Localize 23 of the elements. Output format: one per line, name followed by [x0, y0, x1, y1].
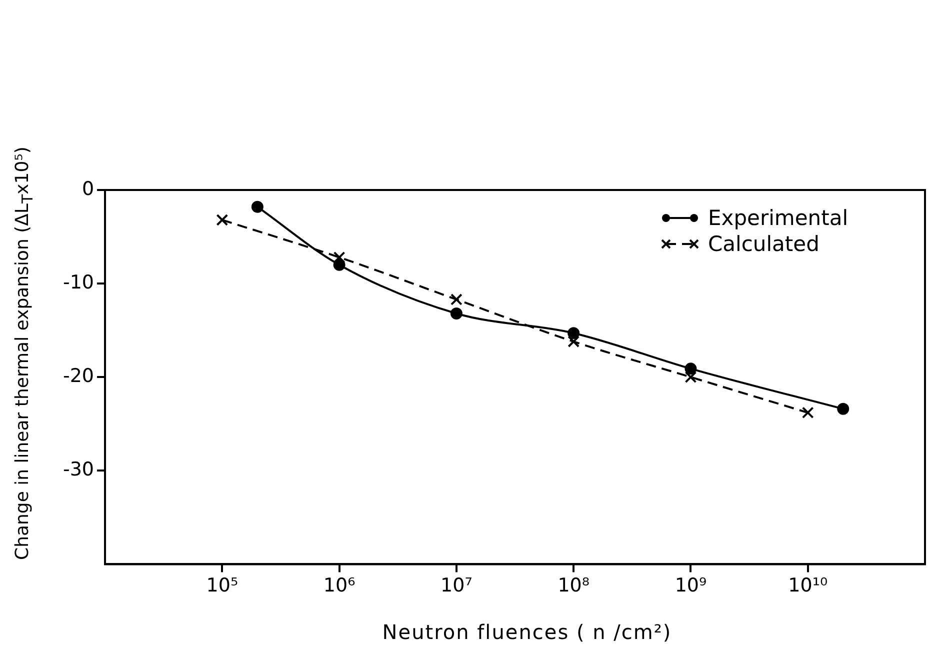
point	[802, 406, 814, 419]
x-axis-title: Neutron fluences ( n /cm²)	[381, 620, 673, 644]
y-tick-label: -10	[62, 271, 94, 294]
point	[216, 214, 228, 226]
x-tick-label: 10⁷	[440, 574, 472, 597]
legend-label: Experimental	[708, 205, 848, 231]
y-tick-label: -20	[62, 365, 94, 388]
x-tick-label: 10⁶	[323, 574, 356, 597]
y-tick-label: -30	[62, 458, 94, 481]
point	[684, 371, 697, 384]
point	[333, 251, 346, 264]
x-tick-label: 10⁵	[206, 574, 238, 597]
point	[568, 327, 580, 340]
point	[684, 362, 697, 375]
x-tick-label: 10⁸	[558, 574, 590, 597]
legend-label: Calculated	[708, 231, 820, 257]
point	[450, 294, 462, 306]
point	[568, 336, 580, 348]
y-tick-label: 0	[82, 178, 94, 200]
point	[450, 307, 462, 320]
x-tick-label: 10¹⁰	[788, 574, 828, 597]
x-tick-label: 10⁹	[674, 574, 707, 597]
point	[333, 258, 346, 271]
